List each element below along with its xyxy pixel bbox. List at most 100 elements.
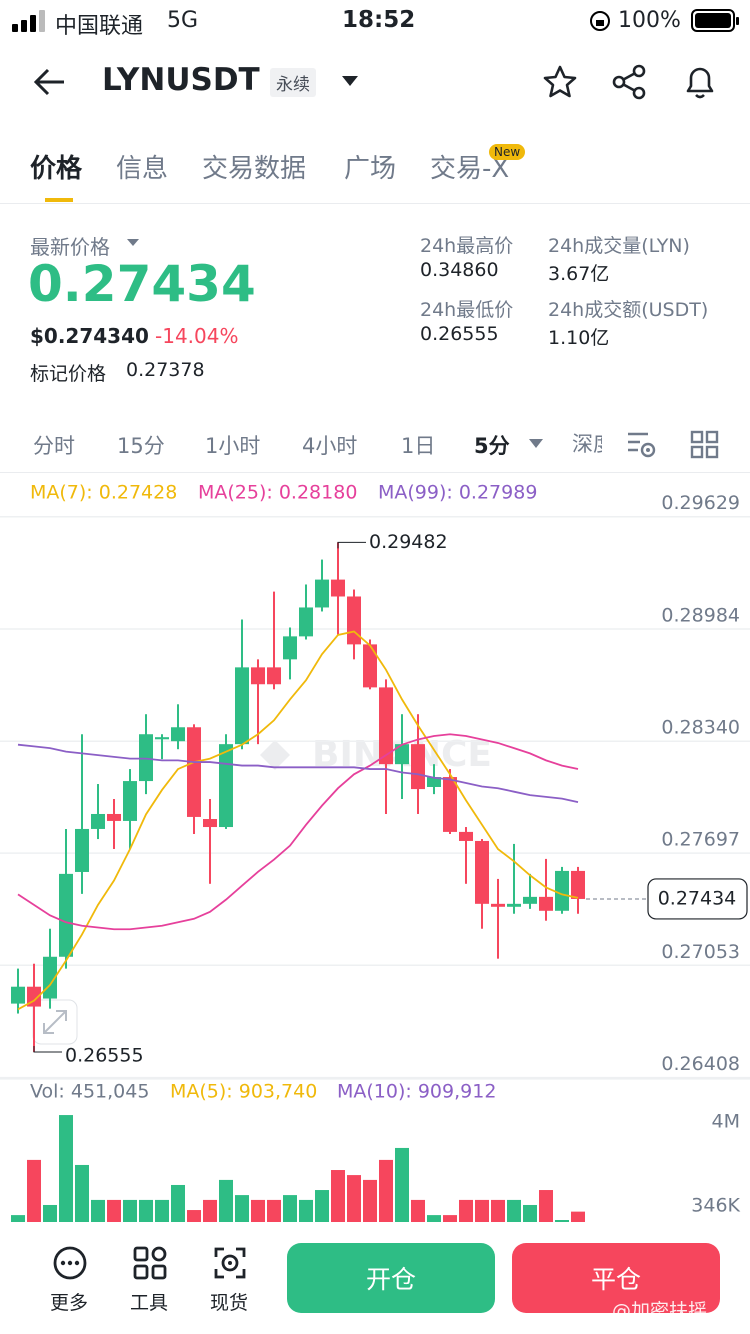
- candle-body: [491, 903, 505, 907]
- volume-bar: [187, 1210, 201, 1222]
- interval[interactable]: 1日: [401, 434, 436, 458]
- dropdown-icon[interactable]: [340, 74, 360, 88]
- candle-body: [395, 744, 409, 765]
- current-price-label: 0.27434: [658, 887, 737, 909]
- candle-body: [155, 737, 169, 740]
- candle-body: [571, 870, 585, 899]
- volume-bar: [27, 1159, 41, 1222]
- volume-bar: [491, 1199, 505, 1222]
- divider: [0, 472, 750, 473]
- high-label: 0.29482: [369, 531, 448, 553]
- volume-bar: [123, 1199, 137, 1222]
- volume-bar: [379, 1159, 393, 1222]
- interval[interactable]: 分时: [33, 434, 75, 458]
- stat-value: 0.26555: [420, 323, 499, 345]
- ma-line: [17, 733, 579, 931]
- back-button[interactable]: [32, 66, 68, 98]
- y-tick-label: 0.29629: [661, 492, 740, 514]
- high-marker: [337, 541, 366, 549]
- volume-bar: [443, 1215, 457, 1222]
- candle-body: [283, 636, 297, 660]
- legend-entry: Vol: 451,045: [30, 1081, 149, 1103]
- current-price-box: [647, 878, 748, 920]
- interval[interactable]: 4小时: [302, 434, 358, 458]
- stat-value: 0.34860: [420, 259, 499, 281]
- favorite-icon[interactable]: [542, 64, 578, 100]
- legend-entry: MA(7): 0.27428: [30, 482, 177, 504]
- volume-bar: [411, 1199, 425, 1222]
- volume-bar: [331, 1170, 345, 1222]
- carrier: 中国联通: [55, 14, 144, 39]
- candle-body: [11, 986, 25, 1004]
- candle-body: [139, 734, 153, 782]
- volume-bar: [475, 1199, 489, 1222]
- volume-bar: [347, 1175, 361, 1222]
- stat-label: 24h成交额(USDT): [548, 299, 709, 321]
- more-icon[interactable]: [52, 1245, 88, 1281]
- mark-price: 0.27378: [126, 359, 205, 381]
- candle-body: [411, 744, 425, 790]
- volume-bar: [235, 1195, 249, 1222]
- candle-body: [251, 667, 265, 685]
- volume-bar: [283, 1195, 297, 1222]
- tab[interactable]: 交易数据: [202, 154, 307, 184]
- interval-active[interactable]: 5分: [474, 434, 510, 458]
- symbol[interactable]: LYNUSDT: [102, 62, 260, 98]
- volume-bar: [91, 1199, 105, 1222]
- candle-body: [315, 579, 329, 608]
- mark-price-label: 标记价格: [30, 363, 107, 385]
- expand-button[interactable]: [32, 999, 78, 1045]
- dropdown-icon[interactable]: [528, 438, 544, 450]
- tab-active[interactable]: 价格: [30, 154, 83, 184]
- tools-label[interactable]: 工具: [130, 1292, 169, 1314]
- volume-bar: [219, 1179, 233, 1222]
- indicator-icon[interactable]: [626, 430, 658, 460]
- lock-icon: [590, 11, 610, 31]
- candle-body: [379, 687, 393, 765]
- layout-icon[interactable]: [690, 430, 720, 460]
- volume-bar: [523, 1204, 537, 1222]
- battery-text: 100%: [618, 8, 681, 33]
- spot-label[interactable]: 现货: [210, 1292, 249, 1314]
- interval[interactable]: 1小时: [205, 434, 261, 458]
- credit-watermark: @加密扶摇: [612, 1300, 708, 1322]
- volume-bar: [571, 1211, 585, 1222]
- y-tick-label: 0.28340: [661, 717, 740, 739]
- open-button[interactable]: 开仓: [287, 1243, 495, 1313]
- volume-bar: [315, 1190, 329, 1222]
- dropdown-icon[interactable]: [126, 238, 140, 248]
- more-label[interactable]: 更多: [50, 1292, 89, 1314]
- volume-bar: [11, 1215, 25, 1222]
- contract-badge: 永续: [270, 68, 316, 97]
- candle-body: [443, 777, 457, 832]
- chart: BINANCE 0.296290.289840.283400.276970.27…: [0, 482, 750, 1222]
- low-marker: [33, 1046, 62, 1053]
- interval[interactable]: 深度: [572, 432, 602, 456]
- divider: [0, 203, 750, 204]
- legend-entry: MA(10): 909,912: [337, 1081, 496, 1103]
- legend-entry: MA(99): 0.27989: [378, 482, 537, 504]
- tools-icon[interactable]: [132, 1245, 168, 1281]
- tab[interactable]: 信息: [116, 154, 169, 184]
- candle-body: [299, 607, 313, 637]
- volume-bar: [139, 1199, 153, 1222]
- stat-label: 24h成交量(LYN): [548, 235, 690, 257]
- candle-body: [555, 870, 569, 911]
- candle-body: [203, 819, 217, 828]
- stat-label: 24h最高价: [420, 235, 514, 257]
- legend-entry: MA(25): 0.28180: [198, 482, 357, 504]
- share-icon[interactable]: [611, 64, 649, 100]
- low-label: 0.26555: [65, 1045, 144, 1067]
- close-button[interactable]: 平仓: [512, 1243, 720, 1313]
- y-tick-label: 4M: [712, 1111, 740, 1133]
- spot-icon[interactable]: [212, 1245, 248, 1281]
- alert-icon[interactable]: [682, 63, 718, 101]
- y-tick-label: 0.26408: [661, 1053, 740, 1075]
- tab[interactable]: 广场: [344, 154, 397, 184]
- candle-body: [75, 828, 89, 872]
- candle-body: [507, 903, 521, 907]
- volume-bar: [107, 1199, 121, 1222]
- volume-bar: [43, 1204, 57, 1222]
- interval[interactable]: 15分: [117, 434, 165, 458]
